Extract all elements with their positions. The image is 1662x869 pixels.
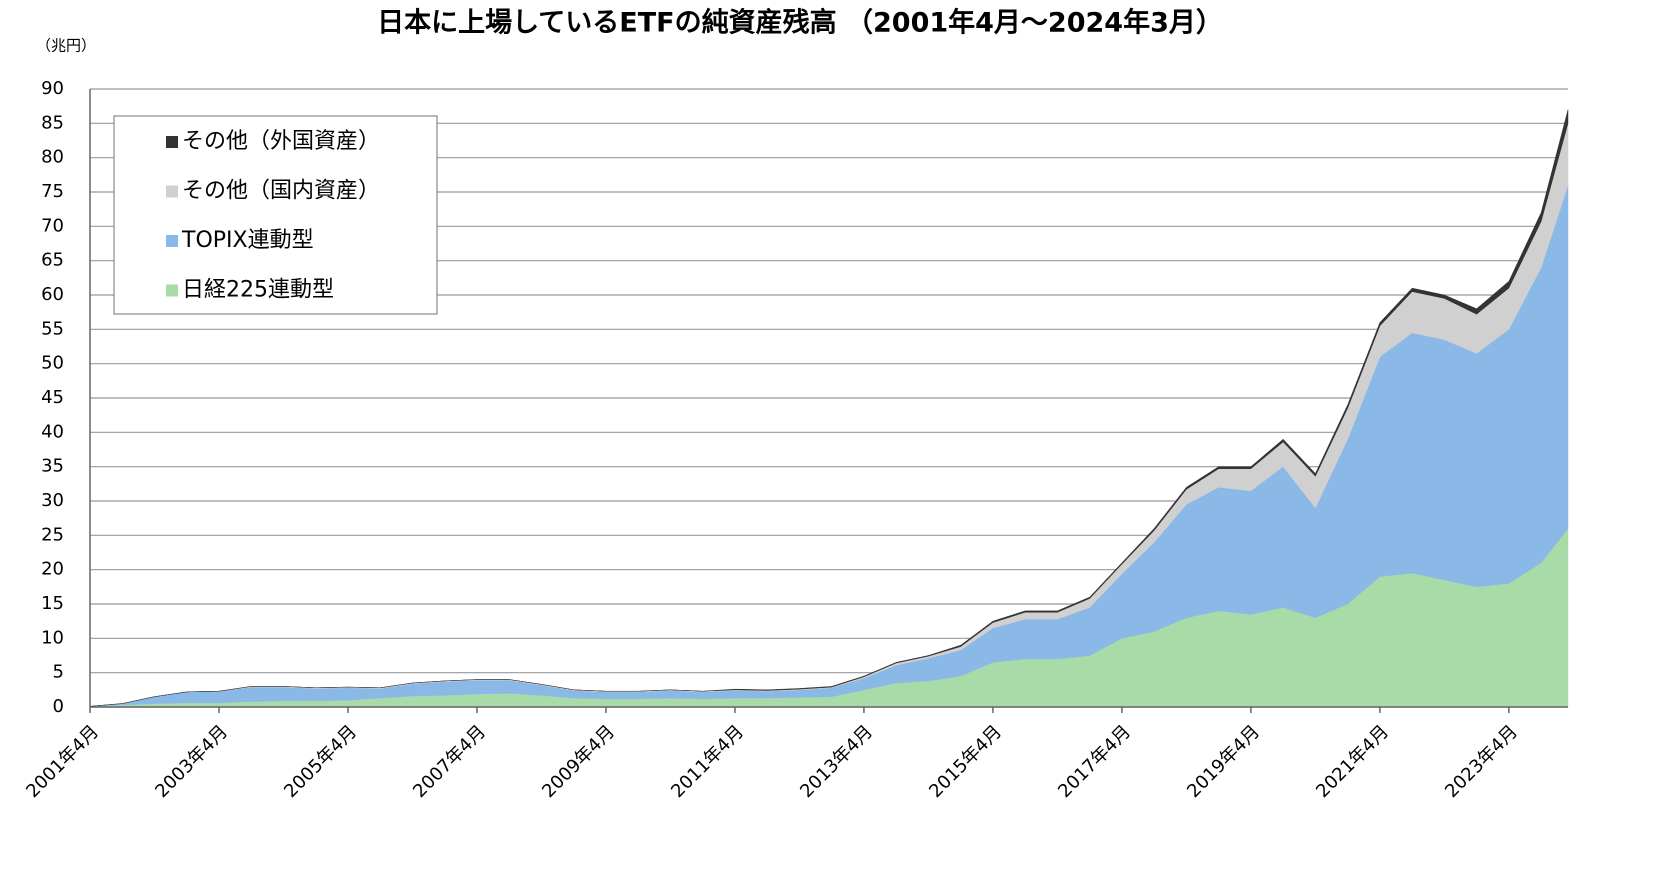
x-tick-label: 2011年4月 bbox=[667, 721, 748, 802]
x-tick-label: 2013年4月 bbox=[796, 721, 877, 802]
y-tick-label: 80 bbox=[41, 147, 64, 168]
y-tick-label: 75 bbox=[41, 181, 64, 202]
y-tick-label: 40 bbox=[41, 421, 64, 442]
y-tick-label: 15 bbox=[41, 593, 64, 614]
y-tick-label: 65 bbox=[41, 250, 64, 271]
y-tick-label: 0 bbox=[53, 696, 64, 717]
x-tick-label: 2023年4月 bbox=[1441, 721, 1522, 802]
x-tick-label: 2015年4月 bbox=[925, 721, 1006, 802]
legend-label: その他（外国資産） bbox=[182, 129, 380, 154]
legend-swatch bbox=[166, 284, 178, 297]
legend-label: TOPIX連動型 bbox=[181, 228, 314, 253]
y-tick-label: 55 bbox=[41, 318, 64, 339]
y-unit: （兆円） bbox=[36, 37, 96, 55]
y-tick-label: 50 bbox=[41, 353, 64, 374]
y-tick-label: 85 bbox=[41, 112, 64, 133]
x-tick-label: 2017年4月 bbox=[1054, 721, 1135, 802]
y-tick-label: 45 bbox=[41, 387, 64, 408]
y-tick-label: 60 bbox=[41, 284, 64, 305]
x-tick-label: 2005年4月 bbox=[280, 721, 361, 802]
legend-label: その他（国内資産） bbox=[182, 179, 380, 204]
x-tick-label: 2001年4月 bbox=[22, 721, 103, 802]
x-tick-label: 2007年4月 bbox=[409, 721, 490, 802]
x-tick-label: 2019年4月 bbox=[1183, 721, 1264, 802]
y-tick-label: 25 bbox=[41, 524, 64, 545]
legend-box bbox=[113, 115, 438, 315]
chart-title: 日本に上場しているETFの純資産残高 （2001年4月～2024年3月） bbox=[377, 7, 1223, 39]
y-tick-label: 5 bbox=[53, 662, 64, 683]
x-tick-label: 2003年4月 bbox=[151, 721, 232, 802]
y-tick-label: 90 bbox=[41, 78, 64, 99]
y-tick-label: 20 bbox=[41, 559, 64, 580]
x-tick-label: 2021年4月 bbox=[1312, 721, 1393, 802]
y-tick-label: 70 bbox=[41, 215, 64, 236]
y-tick-label: 30 bbox=[41, 490, 64, 511]
x-tick-label: 2009年4月 bbox=[538, 721, 619, 802]
legend-swatch bbox=[166, 136, 178, 148]
legend-swatch bbox=[166, 185, 178, 198]
grid bbox=[90, 88, 1568, 708]
y-tick-label: 10 bbox=[41, 627, 64, 648]
legend-label: 日経225連動型 bbox=[182, 278, 334, 303]
legend-swatch bbox=[166, 235, 178, 247]
area bbox=[89, 109, 1569, 707]
y-tick-label: 35 bbox=[41, 456, 64, 477]
